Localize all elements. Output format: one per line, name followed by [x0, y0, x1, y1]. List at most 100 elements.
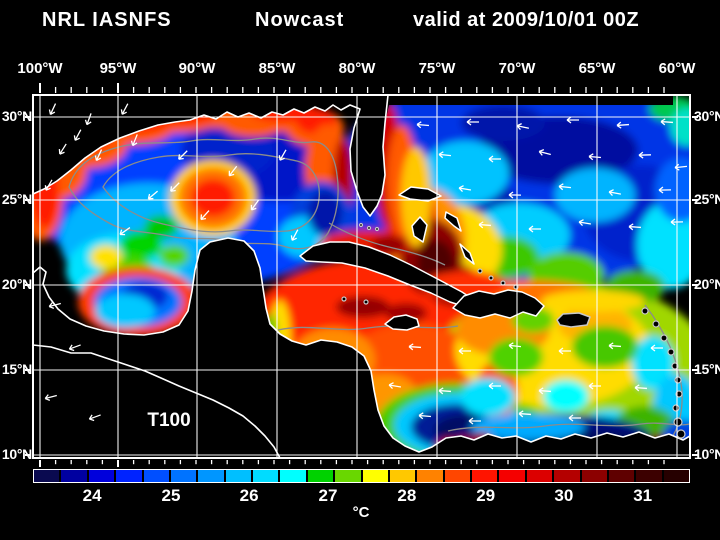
wind-arrow	[488, 155, 501, 163]
colorbar-cell	[253, 470, 279, 482]
lat-tick-label: 15°N	[694, 361, 720, 377]
wind-arrow	[538, 148, 551, 156]
colorbar-cell	[198, 470, 224, 482]
wind-arrow	[508, 191, 522, 199]
temperature-blob	[461, 378, 515, 416]
temperature-blob	[191, 179, 235, 217]
small-island	[673, 417, 683, 427]
colorbar-tick-label: 24	[82, 486, 102, 505]
wind-arrow	[228, 165, 238, 177]
lon-tick-label: 100°W	[17, 60, 63, 77]
wind-arrow	[578, 219, 592, 227]
colorbar-cell	[116, 470, 142, 482]
wind-arrow	[566, 116, 579, 124]
lon-tick-label: 75°W	[418, 60, 456, 77]
field-depth-label: T100	[147, 410, 190, 431]
lat-tick-label: 30°N	[694, 108, 720, 124]
wind-arrow	[416, 121, 430, 129]
temperature-blob	[159, 245, 189, 267]
lat-tick-label: 30°N	[1, 108, 32, 124]
colorbar-cell	[307, 470, 334, 482]
colorbar-cell	[444, 470, 470, 482]
colorbar-cell	[61, 470, 87, 482]
wind-arrow	[508, 342, 522, 350]
wind-arrow	[670, 218, 684, 226]
colorbar-cell	[143, 470, 169, 482]
bathymetry-contour	[102, 153, 320, 233]
bathymetry-contour	[68, 137, 339, 250]
wind-vectors	[44, 103, 688, 425]
temperature-blob	[144, 215, 178, 239]
temperature-blob	[421, 141, 509, 205]
colorbar-cell	[526, 470, 553, 482]
small-island	[667, 348, 675, 356]
lat-tick-label: 20°N	[694, 276, 720, 292]
lat-tick-label: 25°N	[1, 191, 32, 207]
map-canvas: T100	[25, 83, 698, 467]
wind-arrow	[628, 223, 642, 231]
wind-arrow	[178, 150, 188, 160]
temperature-field	[33, 95, 690, 458]
wind-arrow	[68, 344, 81, 352]
temperature-colorbar	[33, 469, 690, 483]
land-north-america	[33, 95, 390, 216]
wind-arrow	[48, 103, 57, 116]
coastline-us-gulf-coast	[33, 95, 389, 217]
wind-arrow	[119, 227, 131, 236]
colorbar-tick-label: 26	[239, 486, 259, 505]
bathymetry-contour	[277, 325, 459, 331]
graticule	[33, 95, 690, 458]
bathymetry-contour	[328, 222, 446, 266]
wind-arrow	[290, 229, 299, 241]
wind-arrow	[638, 151, 652, 159]
colorbar-tick-label: 27	[318, 486, 338, 505]
temperature-blob	[95, 294, 155, 328]
wind-arrow	[388, 382, 402, 390]
island-jamaica	[384, 314, 420, 331]
colorbar-cell	[389, 470, 416, 482]
small-island	[674, 376, 682, 384]
colorbar-cell	[499, 470, 525, 482]
colorbar-tick-label: 25	[161, 486, 181, 505]
small-island	[500, 280, 506, 286]
wind-arrow	[650, 344, 663, 352]
wind-arrow	[200, 210, 210, 221]
colorbar-unit-label: °C	[352, 504, 370, 521]
wind-arrow	[418, 412, 432, 420]
island-andros	[411, 216, 428, 243]
colorbar-cell	[335, 470, 361, 482]
title-valid-time: valid at 2009/10/01 00Z	[413, 9, 640, 31]
small-island	[672, 404, 680, 412]
temperature-blob	[572, 326, 638, 368]
wind-arrow	[408, 343, 422, 351]
wind-arrow	[130, 134, 138, 147]
wind-arrow	[488, 382, 501, 390]
wind-arrow	[608, 189, 622, 196]
wind-arrow	[616, 121, 630, 129]
lon-tick-label: 95°W	[99, 60, 137, 77]
wind-arrow	[588, 382, 601, 390]
wind-arrow	[538, 387, 552, 395]
wind-arrow	[120, 103, 129, 115]
wind-arrow	[468, 417, 481, 425]
lon-tick-label: 90°W	[178, 60, 216, 77]
bathymetry-contour	[447, 422, 690, 432]
wind-arrow	[250, 199, 260, 211]
wind-arrow	[658, 186, 672, 194]
temperature-blob	[308, 190, 342, 236]
wind-arrow	[88, 414, 101, 422]
wind-arrow	[48, 302, 61, 310]
wind-arrow	[608, 342, 622, 350]
colorbar-cell	[608, 470, 635, 482]
wind-arrow	[147, 190, 159, 200]
temperature-blob	[541, 290, 645, 312]
wind-arrow	[634, 384, 648, 392]
wind-arrow	[458, 347, 471, 355]
small-island	[676, 429, 686, 439]
colorbar-cell	[472, 470, 498, 482]
island-puerto-rico	[556, 312, 591, 328]
plot-frame	[25, 83, 698, 467]
wind-arrow	[458, 185, 472, 193]
colorbar-cell	[362, 470, 388, 482]
